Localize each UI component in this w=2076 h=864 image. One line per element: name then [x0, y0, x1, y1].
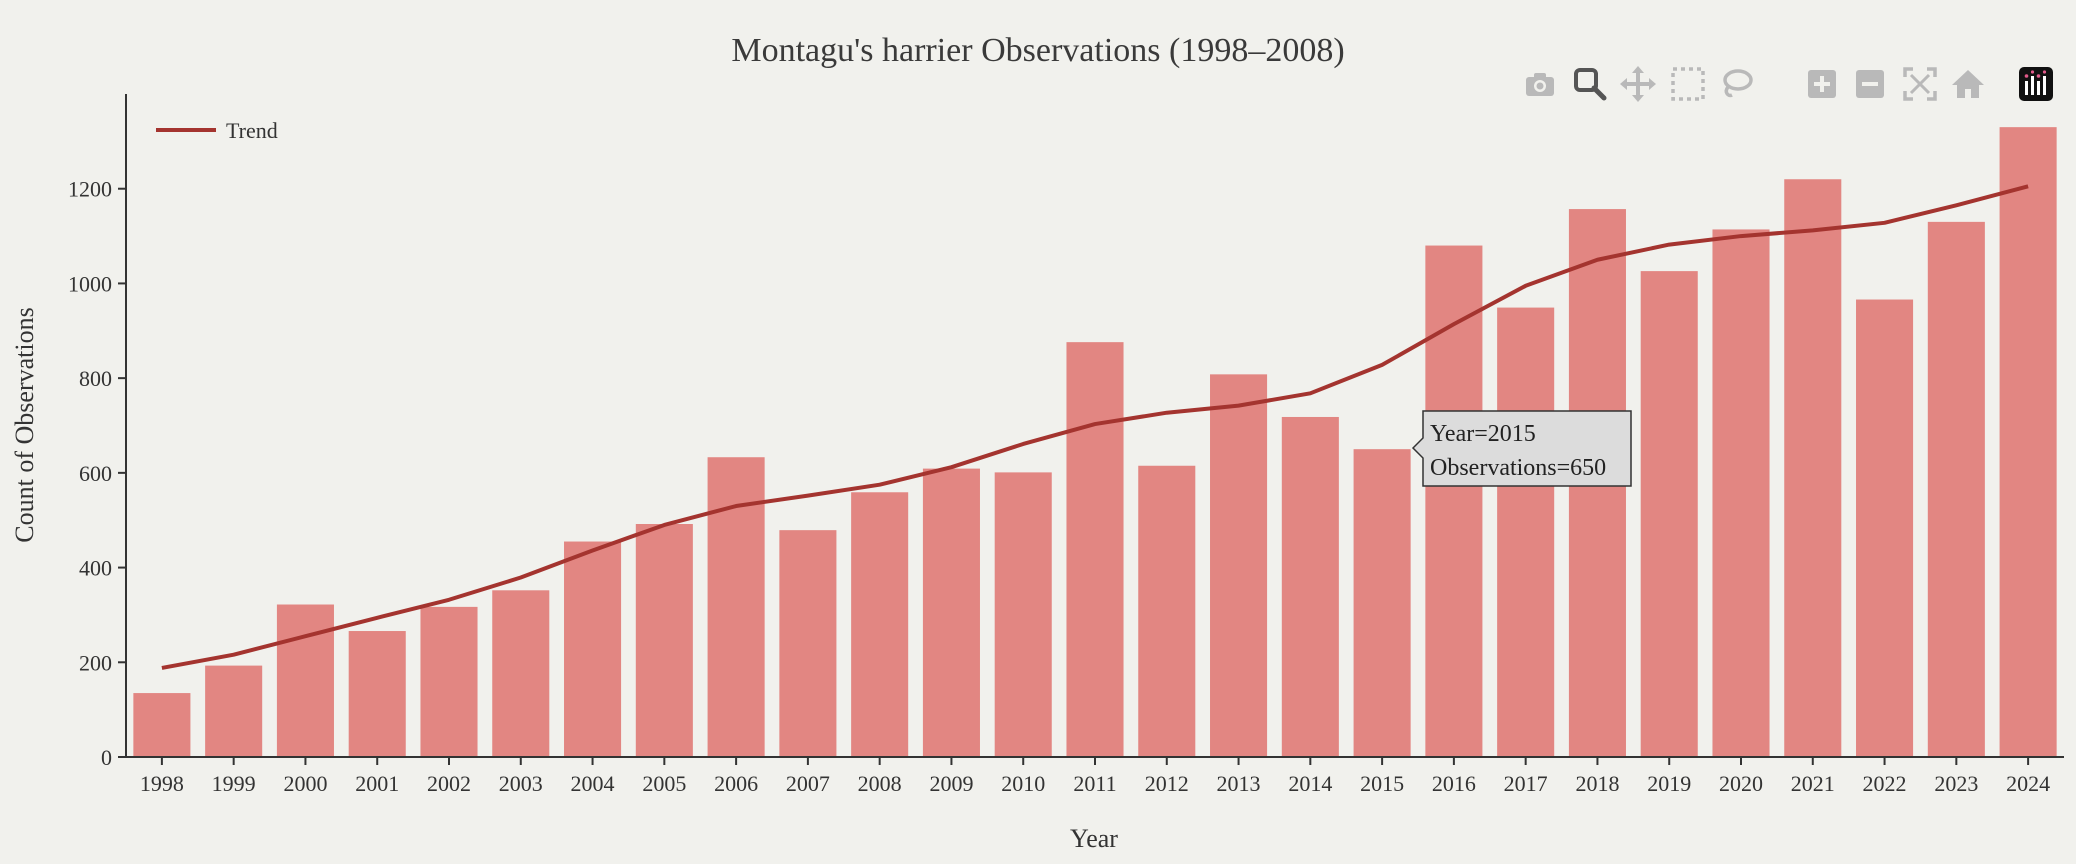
bar-2014[interactable] — [1281, 416, 1339, 757]
y-axis-title: Count of Observations — [10, 307, 39, 542]
camera-icon[interactable] — [1520, 64, 1560, 104]
y-tick-label-600: 600 — [79, 461, 112, 486]
plotly-logo-icon[interactable] — [2016, 64, 2056, 104]
bar-2017[interactable] — [1497, 307, 1555, 757]
hover-tooltip: Year=2015 Observations=650 — [1411, 410, 1632, 487]
box-select-icon[interactable] — [1668, 64, 1708, 104]
modebar — [1520, 64, 2060, 104]
bar-2013[interactable] — [1210, 374, 1268, 757]
y-tick-label-1000: 1000 — [68, 271, 112, 296]
x-tick-label-2019: 2019 — [1647, 771, 1691, 796]
bar-2003[interactable] — [492, 590, 550, 757]
x-tick-label-1998: 1998 — [140, 771, 184, 796]
legend-trend-label: Trend — [226, 118, 278, 143]
bar-2024[interactable] — [1999, 127, 2057, 757]
x-tick-label-2012: 2012 — [1145, 771, 1189, 796]
y-tick-label-0: 0 — [101, 745, 112, 770]
x-tick-label-2004: 2004 — [571, 771, 615, 796]
x-tick-label-2022: 2022 — [1863, 771, 1907, 796]
bar-2012[interactable] — [1138, 465, 1196, 757]
bar-2008[interactable] — [851, 492, 909, 757]
x-tick-label-2002: 2002 — [427, 771, 471, 796]
tooltip-year: Year=2015 — [1430, 421, 1536, 447]
x-tick-label-2000: 2000 — [283, 771, 327, 796]
y-tick-label-1200: 1200 — [68, 177, 112, 202]
autoscale-icon[interactable] — [1900, 64, 1940, 104]
zoom-in-icon[interactable] — [1802, 64, 1842, 104]
x-axis-title: Year — [1070, 824, 1118, 853]
zoom-out-icon[interactable] — [1850, 64, 1890, 104]
x-tick-label-2020: 2020 — [1719, 771, 1763, 796]
bar-2007[interactable] — [779, 530, 837, 757]
trend-line[interactable] — [161, 184, 2029, 670]
zoom-icon[interactable] — [1570, 64, 1610, 104]
bar-2005[interactable] — [635, 524, 693, 757]
x-tick-label-2007: 2007 — [786, 771, 830, 796]
x-tick-label-2018: 2018 — [1575, 771, 1619, 796]
bar-2000[interactable] — [276, 604, 334, 757]
x-tick-label-2006: 2006 — [714, 771, 758, 796]
bar-2016[interactable] — [1425, 245, 1483, 758]
x-tick-label-2013: 2013 — [1217, 771, 1261, 796]
x-tick-label-2015: 2015 — [1360, 771, 1404, 796]
bar-2023[interactable] — [1927, 221, 1985, 758]
y-tick-label-200: 200 — [79, 650, 112, 675]
x-tick-label-2021: 2021 — [1791, 771, 1835, 796]
y-tick-label-400: 400 — [79, 556, 112, 581]
lasso-select-icon[interactable] — [1716, 64, 1756, 104]
legend[interactable]: Trend — [156, 118, 278, 143]
tooltip-box — [1411, 410, 1632, 487]
bar-2022[interactable] — [1856, 299, 1914, 757]
bar-2009[interactable] — [922, 468, 980, 757]
x-tick-label-2024: 2024 — [2006, 771, 2050, 796]
axes-layer: 0 200 400 600 800 1000 1200 1998 1999 2000 2001 200… — [68, 94, 2064, 796]
trend-layer — [161, 184, 2029, 670]
chart-title: Montagu's harrier Observations (1998–200… — [731, 32, 1344, 69]
x-tick-label-2017: 2017 — [1504, 771, 1548, 796]
bar-2019[interactable] — [1640, 271, 1698, 757]
x-tick-label-2009: 2009 — [929, 771, 973, 796]
bar-2020[interactable] — [1712, 229, 1770, 757]
bars-layer — [133, 127, 2057, 758]
x-tick-label-2014: 2014 — [1288, 771, 1332, 796]
x-tick-label-1999: 1999 — [212, 771, 256, 796]
tooltip-value: Observations=650 — [1430, 455, 1606, 481]
bar-2001[interactable] — [348, 631, 406, 757]
bar-2021[interactable] — [1784, 179, 1842, 758]
bar-1999[interactable] — [205, 665, 263, 757]
x-tick-label-2001: 2001 — [355, 771, 399, 796]
bar-2004[interactable] — [564, 541, 622, 757]
x-tick-label-2023: 2023 — [1934, 771, 1978, 796]
pan-icon[interactable] — [1618, 64, 1658, 104]
bar-2015[interactable] — [1353, 449, 1411, 757]
x-tick-label-2016: 2016 — [1432, 771, 1476, 796]
bar-2002[interactable] — [420, 606, 478, 757]
x-tick-label-2005: 2005 — [642, 771, 686, 796]
reset-axes-icon[interactable] — [1948, 64, 1988, 104]
bar-2010[interactable] — [994, 472, 1052, 757]
x-tick-label-2011: 2011 — [1073, 771, 1116, 796]
bar-2011[interactable] — [1066, 342, 1124, 757]
bar-1998[interactable] — [133, 693, 191, 757]
x-tick-label-2008: 2008 — [858, 771, 902, 796]
x-tick-label-2010: 2010 — [1001, 771, 1045, 796]
x-tick-label-2003: 2003 — [499, 771, 543, 796]
y-tick-label-800: 800 — [79, 366, 112, 391]
